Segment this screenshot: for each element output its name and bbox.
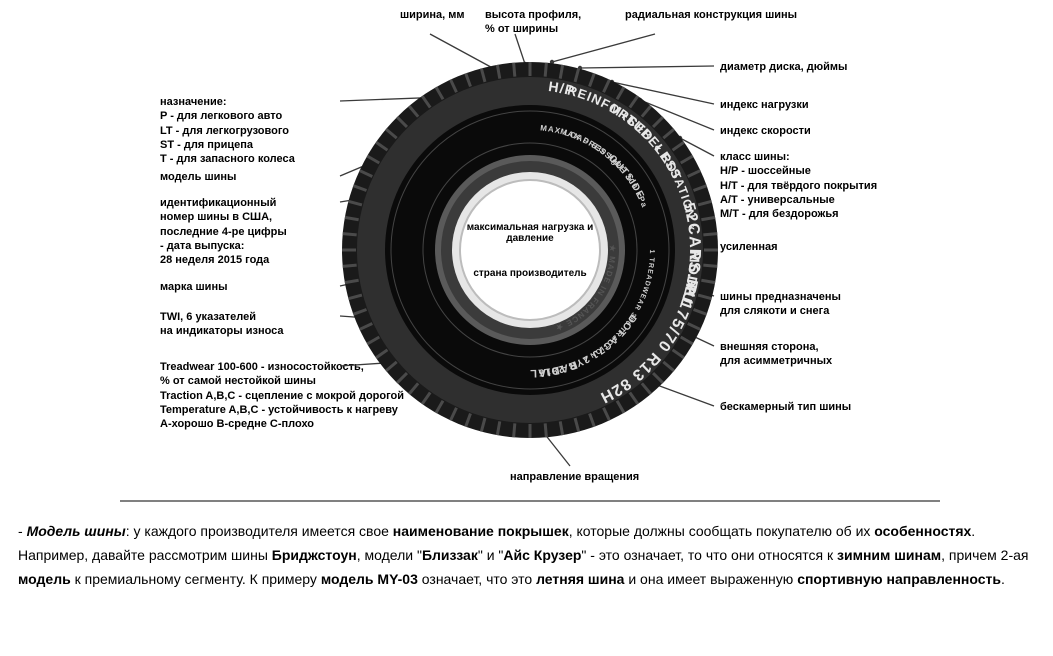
article-span: модель MY-03 [321, 571, 418, 587]
article-span: - [18, 523, 27, 539]
callout-label: модель шины [160, 170, 236, 184]
page: назначение: P - для легкового авто LT - … [0, 0, 1053, 656]
article-span: означает, что это [418, 571, 536, 587]
article-span: особенностях [874, 523, 971, 539]
center-label-country: страна производитель [450, 268, 610, 279]
callout-label: индекс скорости [720, 124, 811, 138]
article-span: : у каждого производителя имеется свое [126, 523, 393, 539]
tire-diagram: назначение: P - для легкового авто LT - … [120, 0, 940, 502]
callout-label: назначение: P - для легкового авто LT - … [160, 95, 295, 166]
article-span: " - это означает, то что они относятся к [581, 547, 837, 563]
callout-label: TWI, 6 указателей на индикаторы износа [160, 310, 284, 339]
callout-label: идентификационный номер шины в США, посл… [160, 196, 287, 267]
callout-label: усиленная [720, 240, 778, 254]
article-span: Близзак [422, 547, 478, 563]
article-span: зимним шинам [837, 547, 941, 563]
article-span: , которые должны сообщать покупателю об … [569, 523, 875, 539]
tire-image: 52CARS.RUMODELP 175/70 R13 82HH/PREINFOR… [340, 60, 720, 440]
article-span: модель [18, 571, 71, 587]
callout-label: шины предназначены для слякоти и снега [720, 290, 841, 319]
article-span: " и " [478, 547, 504, 563]
article-span: Айс Крузер [503, 547, 581, 563]
callout-label: радиальная конструкция шины [625, 8, 797, 22]
callout-label: ширина, мм [400, 8, 465, 22]
article-span: . [1001, 571, 1005, 587]
article-span: летняя шина [536, 571, 624, 587]
article-span: спортивную направленность [797, 571, 1001, 587]
callout-label: внешняя сторона, для асимметричных [720, 340, 832, 369]
article-span: , причем 2-ая [941, 547, 1028, 563]
article-text: - Модель шины: у каждого производителя и… [18, 520, 1033, 591]
article-span: Модель шины [27, 523, 126, 539]
callout-label: диаметр диска, дюймы [720, 60, 847, 74]
center-label-maxload: максимальная нагрузка и давление [450, 222, 610, 244]
callout-label: индекс нагрузки [720, 98, 809, 112]
article-span: наименование покрышек [393, 523, 569, 539]
article-span: и она имеет выраженную [624, 571, 797, 587]
callout-label: марка шины [160, 280, 227, 294]
article-span: , модели " [357, 547, 422, 563]
callout-label: направление вращения [510, 470, 639, 484]
article-span: Бриджстоун [272, 547, 357, 563]
callout-label: высота профиля, % от ширины [485, 8, 581, 37]
callout-label: класс шины: H/P - шоссейные H/T - для тв… [720, 150, 877, 221]
callout-label: бескамерный тип шины [720, 400, 851, 414]
article-span: к премиальному сегменту. К примеру [71, 571, 321, 587]
